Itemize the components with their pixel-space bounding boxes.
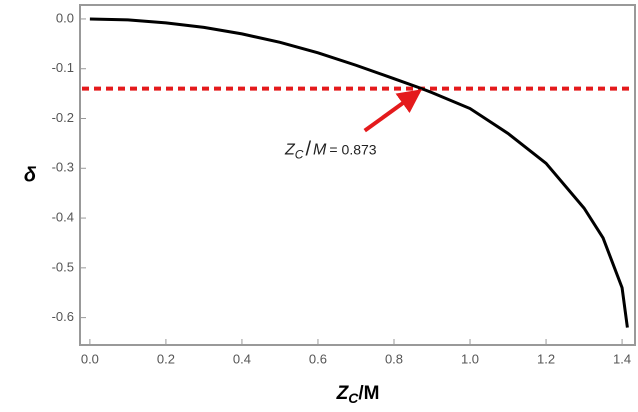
- x-tick-label: 0.4: [233, 351, 251, 366]
- y-tick-label: -0.5: [52, 259, 74, 274]
- annotation-part: C: [295, 148, 304, 162]
- x-tick-label: 0.2: [157, 351, 175, 366]
- annotation-part: /: [305, 139, 311, 161]
- x-axis-label: ZC/M: [336, 383, 380, 406]
- annotation-value: 0.873: [342, 141, 377, 157]
- x-tick-label: 1.4: [613, 351, 631, 366]
- annotation-part: M: [313, 142, 327, 159]
- y-tick-label: -0.3: [52, 160, 74, 175]
- annotation-part: Z: [284, 142, 296, 159]
- y-tick-label: -0.6: [52, 309, 74, 324]
- x-label-rest: /M: [358, 383, 379, 404]
- y-axis-label: δ: [24, 164, 37, 186]
- x-label-main: Z: [336, 383, 350, 404]
- annotation-part: =: [329, 141, 337, 157]
- plot-frame: [79, 4, 636, 346]
- x-tick-label: 1.0: [461, 351, 479, 366]
- x-tick-label: 0.0: [81, 351, 99, 366]
- y-tick-label: -0.2: [52, 110, 74, 125]
- x-tick-label: 0.8: [385, 351, 403, 366]
- y-tick-label: 0.0: [56, 10, 74, 25]
- y-tick-label: -0.1: [52, 60, 74, 75]
- y-tick-label: -0.4: [52, 209, 74, 224]
- x-tick-label: 1.2: [537, 351, 555, 366]
- annotation-text: ZC / M = 0.873: [284, 139, 377, 162]
- data-line: [89, 17, 629, 328]
- x-label-sub: C: [348, 390, 359, 406]
- x-tick-label: 0.6: [309, 351, 327, 366]
- annotation-arrow: [363, 89, 422, 133]
